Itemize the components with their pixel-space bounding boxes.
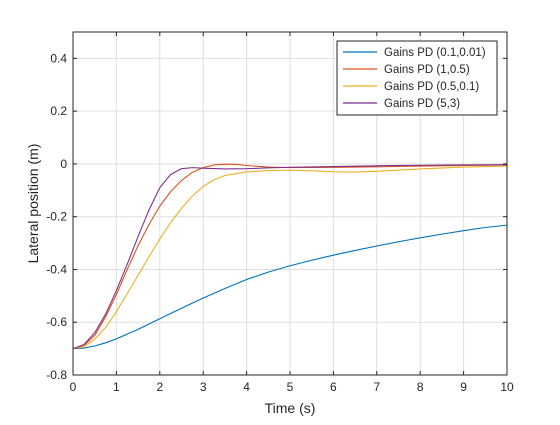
- x-tick-label: 9: [460, 380, 467, 394]
- y-tick-label: 0.2: [50, 104, 67, 118]
- series-line: [72, 224, 508, 350]
- series-layer: [72, 163, 508, 350]
- x-tick-label: 6: [330, 380, 337, 394]
- legend: Gains PD (0.1,0.01) Gains PD (1,0.5) Gains…: [336, 40, 498, 116]
- x-axis-label: Time (s): [265, 400, 316, 416]
- y-tick-label: 0.4: [50, 51, 67, 65]
- y-tick-label: 0: [60, 157, 67, 171]
- y-tick-label: -0.6: [46, 315, 67, 329]
- x-tick-label: 5: [287, 380, 294, 394]
- series-line: [72, 164, 508, 350]
- x-tick-label: 4: [243, 380, 250, 394]
- y-tick-label: -0.8: [46, 368, 67, 382]
- x-tick-label: 10: [500, 380, 514, 394]
- legend-label: Gains PD (0.1,0.01): [384, 47, 486, 59]
- legend-label: Gains PD (0.5,0.1): [384, 81, 479, 93]
- legend-label: Gains PD (5,3): [384, 98, 460, 110]
- legend-label: Gains PD (1,0.5): [384, 64, 470, 76]
- x-tick-label: 7: [373, 380, 380, 394]
- y-tick-label: -0.4: [46, 262, 67, 276]
- x-tick-label: 3: [200, 380, 207, 394]
- x-tick-label: 1: [113, 380, 120, 394]
- y-tick-label: -0.2: [46, 210, 67, 224]
- x-tick-label: 2: [156, 380, 163, 394]
- series-line: [72, 165, 508, 350]
- y-axis-label: Lateral position (m): [25, 144, 41, 264]
- x-tick-label: 8: [417, 380, 424, 394]
- ticks: 0 1 2 3 4 5 6 7 8 9 10 -0.8 -0.6 -0.4 -0.2 0 0.2 0.4: [46, 32, 514, 394]
- series-line: [72, 163, 508, 350]
- x-tick-label: 0: [70, 380, 77, 394]
